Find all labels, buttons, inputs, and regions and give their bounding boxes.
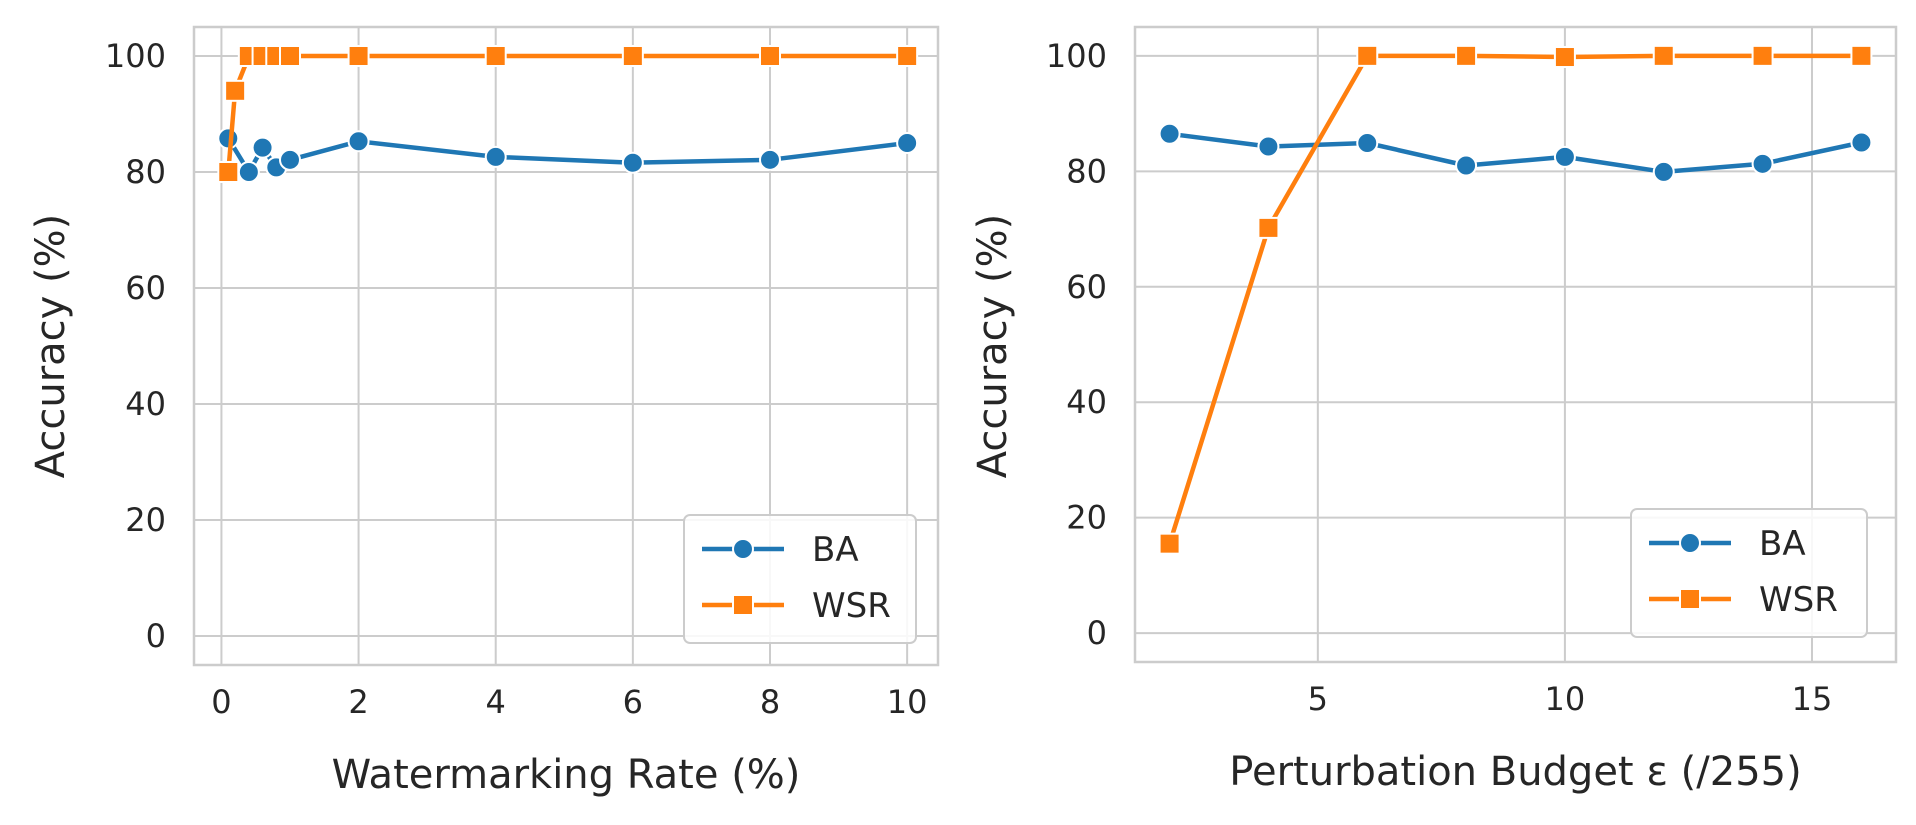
x-tick-label: 15 bbox=[1792, 680, 1833, 718]
y-tick-label: 40 bbox=[1066, 383, 1107, 421]
series-wsr bbox=[217, 45, 919, 183]
data-point-ba bbox=[1356, 132, 1379, 155]
x-tick-label: 0 bbox=[211, 683, 231, 721]
legend-marker-wsr bbox=[732, 594, 754, 616]
data-point-wsr bbox=[1553, 46, 1576, 69]
legend-label-ba: BA bbox=[1759, 524, 1806, 564]
data-point-wsr bbox=[896, 45, 919, 67]
x-tick-label: 4 bbox=[486, 683, 506, 721]
data-point-ba bbox=[621, 151, 644, 174]
legend: BA WSR bbox=[1630, 508, 1868, 638]
x-tick-label: 8 bbox=[760, 683, 780, 721]
data-point-wsr bbox=[1652, 44, 1675, 67]
data-point-wsr bbox=[1356, 44, 1379, 67]
data-point-wsr bbox=[1257, 216, 1280, 239]
y-tick-label: 20 bbox=[125, 501, 166, 539]
series-line-ba bbox=[1167, 131, 1864, 175]
y-tick-label: 20 bbox=[1066, 499, 1107, 537]
x-axis-label: Perturbation Budget ε (/255) bbox=[1229, 749, 1801, 795]
data-point-wsr bbox=[484, 45, 507, 67]
legend-label-wsr: WSR bbox=[1759, 580, 1838, 620]
data-point-wsr bbox=[347, 45, 370, 67]
x-tick-label: 10 bbox=[1545, 680, 1586, 718]
data-point-wsr bbox=[224, 79, 247, 102]
data-point-ba bbox=[347, 130, 370, 153]
chart-panel-2: 5 10 15 0 20 40 60 80 100 Perturbation Budget ε (… bbox=[970, 25, 1898, 795]
y-tick-label: 60 bbox=[1066, 268, 1107, 306]
data-point-wsr bbox=[621, 45, 644, 67]
y-tick-label: 100 bbox=[1046, 37, 1107, 75]
legend-label-ba: BA bbox=[812, 530, 859, 570]
legend-marker-ba bbox=[732, 538, 754, 560]
y-tick-label: 40 bbox=[125, 385, 166, 423]
y-tick-label: 80 bbox=[1066, 152, 1107, 190]
x-tick-label: 2 bbox=[348, 683, 368, 721]
data-point-ba bbox=[1850, 131, 1873, 154]
data-point-ba bbox=[896, 132, 919, 154]
series-wsr bbox=[1158, 44, 1873, 555]
data-point-ba bbox=[279, 148, 301, 171]
data-point-wsr bbox=[759, 45, 781, 67]
data-point-wsr bbox=[217, 161, 240, 183]
data-point-ba bbox=[237, 161, 260, 183]
x-tick-label: 10 bbox=[887, 683, 928, 721]
x-tick-label: 5 bbox=[1308, 680, 1328, 718]
data-point-wsr bbox=[1751, 44, 1774, 67]
legend: BA WSR bbox=[683, 514, 917, 644]
data-point-wsr bbox=[1850, 44, 1873, 67]
legend-label-wsr: WSR bbox=[812, 586, 891, 626]
data-point-ba bbox=[1652, 160, 1675, 183]
x-tick-label: 6 bbox=[623, 683, 643, 721]
series-line-wsr bbox=[1167, 53, 1864, 546]
y-axis-label: Accuracy (%) bbox=[28, 214, 74, 479]
series-ba bbox=[1158, 122, 1873, 183]
data-point-wsr bbox=[279, 45, 301, 67]
x-axis-label: Watermarking Rate (%) bbox=[332, 752, 801, 798]
data-point-ba bbox=[484, 145, 507, 168]
y-axis-label: Accuracy (%) bbox=[970, 214, 1016, 479]
data-point-ba bbox=[1257, 135, 1280, 158]
data-point-ba bbox=[251, 136, 274, 159]
series-line-ba bbox=[226, 136, 910, 175]
data-point-wsr bbox=[1455, 44, 1478, 67]
series-ba bbox=[217, 127, 919, 183]
y-tick-label: 100 bbox=[105, 37, 166, 75]
data-point-ba bbox=[1455, 154, 1478, 177]
data-point-ba bbox=[1751, 152, 1774, 175]
axes-frame bbox=[192, 25, 940, 667]
legend-marker-ba bbox=[1679, 532, 1701, 554]
y-tick-label: 80 bbox=[125, 153, 166, 191]
legend-marker-wsr bbox=[1679, 588, 1701, 610]
y-tick-label: 60 bbox=[125, 269, 166, 307]
y-tick-label: 0 bbox=[146, 617, 166, 655]
data-point-ba bbox=[1158, 122, 1181, 145]
data-point-ba bbox=[1553, 145, 1576, 168]
y-tick-label: 0 bbox=[1087, 614, 1107, 652]
data-point-wsr bbox=[1158, 532, 1181, 555]
axes-frame bbox=[1133, 25, 1898, 664]
data-point-ba bbox=[759, 148, 781, 171]
